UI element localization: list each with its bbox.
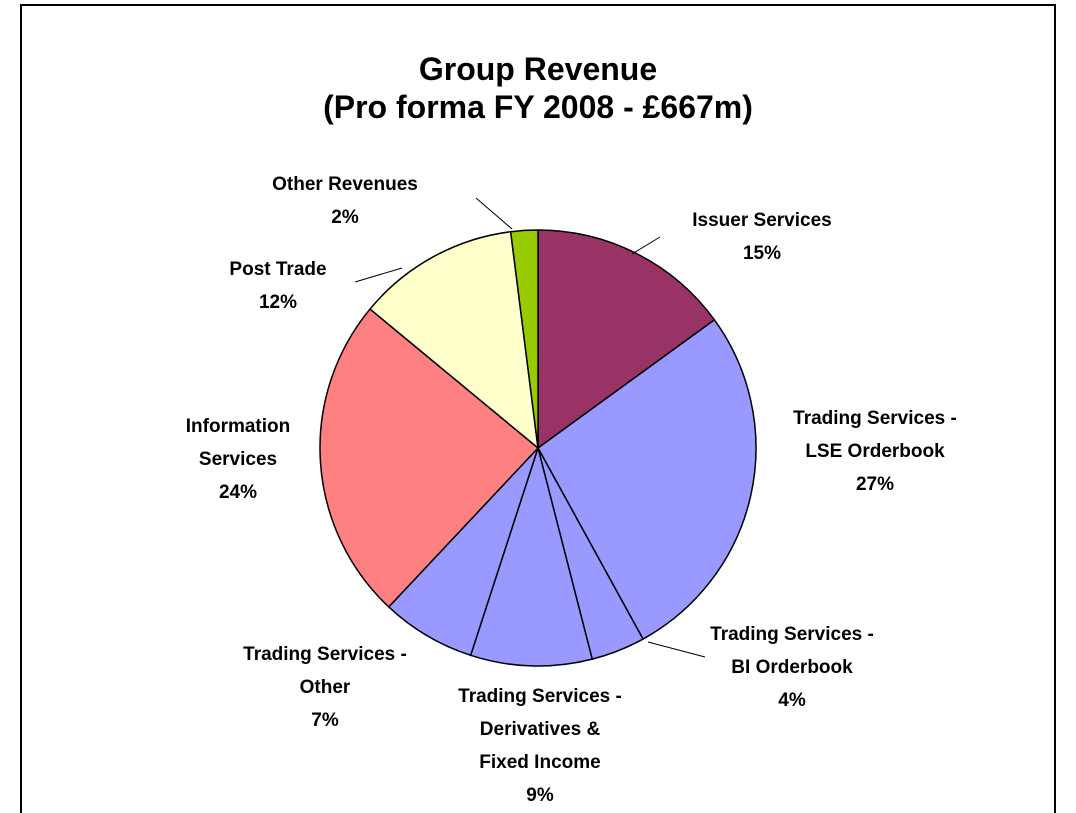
slice-label: Trading Services - LSE Orderbook (793, 408, 957, 462)
label-line: Fixed Income (479, 752, 600, 773)
value-label: 15% (743, 243, 781, 264)
leader-line (647, 641, 706, 658)
value-label: 4% (778, 690, 806, 711)
leader-line (354, 267, 403, 283)
value-label: 27% (856, 474, 894, 495)
slice-label: Trading Services - Other (243, 644, 407, 698)
pie-slice (368, 230, 539, 450)
value-label: 24% (219, 482, 257, 503)
chart-title: Group Revenue (419, 51, 657, 87)
label-line: Trading Services - (458, 686, 622, 707)
label-line: Post Trade (229, 259, 326, 280)
slice-label: Other Revenues (272, 174, 418, 195)
pie-slice (509, 229, 539, 449)
pie-slice (319, 307, 540, 608)
label-line: Services (199, 449, 277, 470)
slice-label: Information Services (186, 416, 291, 470)
label-line: LSE Orderbook (805, 441, 945, 462)
pie-slice (537, 229, 716, 450)
pie-slice (537, 318, 757, 641)
label-line: Information (186, 416, 291, 437)
label-line: Other (300, 677, 351, 698)
label-line: Other Revenues (272, 174, 418, 195)
slice-label: Trading Services - BI Orderbook (710, 624, 874, 678)
slice-label: Issuer Services (692, 210, 831, 231)
value-label: 9% (526, 785, 554, 806)
slice-label: Trading Services - Derivatives & Fixed Inc… (458, 686, 622, 773)
label-line: Trading Services - (243, 644, 407, 665)
value-label: 7% (311, 710, 339, 731)
slice-label: Post Trade (229, 259, 326, 280)
chart-subtitle: (Pro forma FY 2008 - £667m) (323, 89, 753, 125)
label-line: Trading Services - (710, 624, 874, 645)
label-line: Derivatives & (480, 719, 601, 740)
pie-slice (469, 445, 594, 667)
leader-line (631, 236, 661, 255)
label-line: Issuer Services (692, 210, 831, 231)
label-line: BI Orderbook (731, 657, 853, 678)
leader-line (475, 197, 513, 230)
value-label: 2% (331, 207, 359, 228)
value-label: 12% (259, 292, 297, 313)
label-line: Trading Services - (793, 408, 957, 429)
